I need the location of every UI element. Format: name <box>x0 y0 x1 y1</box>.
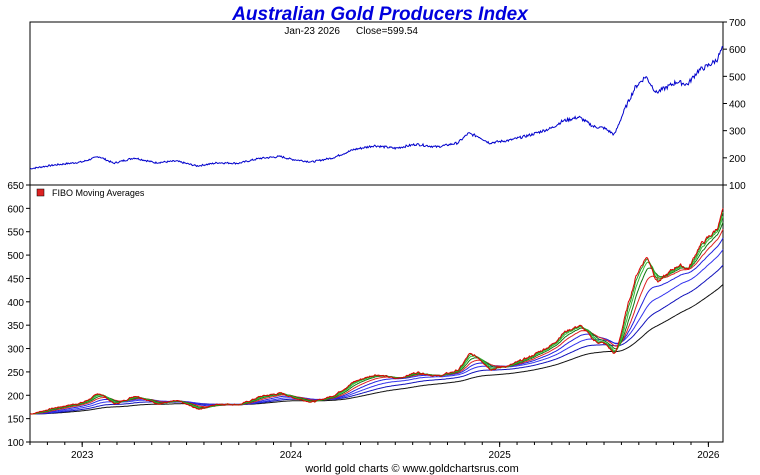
price-ytick-label: 500 <box>729 72 746 83</box>
fibo-y-axis: 650 600 550 500 450 400 350 300 250 200 150 100 <box>7 181 30 449</box>
fibo-ytick-label: 300 <box>7 345 24 356</box>
legend-swatch <box>36 188 45 197</box>
price-line <box>29 45 724 170</box>
fibo-ma-line-3 <box>29 208 724 415</box>
xtick-label: 2023 <box>71 450 94 461</box>
chart-close-label: Close=599.54 <box>356 26 418 37</box>
fibo-ytick-label: 400 <box>7 298 24 309</box>
price-y-axis: 700 600 500 400 300 200 100 <box>723 18 746 192</box>
fibo-panel-frame <box>29 184 724 443</box>
xtick-label: 2026 <box>697 450 720 461</box>
fibo-ytick-label: 100 <box>7 438 24 449</box>
chart-title: Australian Gold Producers Index <box>231 4 529 25</box>
fibo-ma-line-21 <box>30 228 724 415</box>
price-ytick-label: 400 <box>729 100 746 111</box>
price-panel-frame <box>29 21 724 186</box>
fibo-ytick-label: 600 <box>7 204 24 215</box>
xtick-label: 2025 <box>489 450 512 461</box>
fibo-ma-line-8 <box>29 216 724 415</box>
fibo-series <box>29 208 724 415</box>
fibo-ytick-label: 450 <box>7 274 24 285</box>
fibo-ytick-label: 650 <box>7 181 24 192</box>
price-ytick-label: 200 <box>729 154 746 165</box>
price-ytick-label: 600 <box>729 45 746 56</box>
footer-credit: world gold charts © www.goldchartsrus.co… <box>304 463 519 475</box>
fibo-ytick-label: 200 <box>7 391 24 402</box>
xtick-label: 2024 <box>280 450 303 461</box>
fibo-ma-line-34 <box>30 237 724 415</box>
legend-label: FIBO Moving Averages <box>52 188 145 198</box>
price-ytick-label: 700 <box>729 18 746 29</box>
fibo-ma-line-144 <box>30 284 724 415</box>
fibo-ytick-label: 500 <box>7 251 24 262</box>
fibo-ytick-label: 250 <box>7 368 24 379</box>
chart-date: Jan-23 2026 <box>284 26 340 37</box>
price-series <box>29 45 724 170</box>
fibo-ytick-label: 550 <box>7 228 24 239</box>
fibo-ytick-label: 150 <box>7 415 24 426</box>
price-ytick-label: 300 <box>729 127 746 138</box>
price-ytick-label: 100 <box>729 181 746 192</box>
fibo-ma-line-5 <box>29 211 724 415</box>
fibo-ytick-label: 350 <box>7 321 24 332</box>
x-axis: 2023 2024 2025 2026 <box>29 442 720 461</box>
